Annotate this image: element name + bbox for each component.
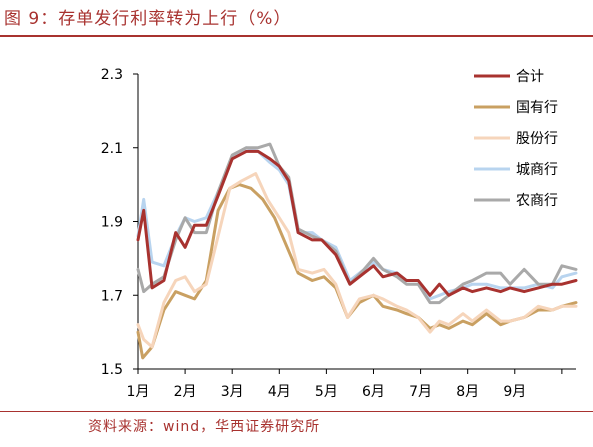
legend-label-0: 合计	[516, 69, 544, 85]
y-tick-label: 2.1	[101, 141, 123, 157]
x-tick-label: 5月	[315, 384, 338, 400]
series-line-0	[136, 149, 578, 297]
x-tick-label: 8月	[456, 384, 479, 400]
x-tick-label: 2月	[174, 384, 197, 400]
y-tick-label: 1.7	[101, 288, 123, 304]
legend-label-4: 农商行	[516, 193, 558, 209]
legend-label-2: 股份行	[516, 131, 558, 147]
series-line-1	[136, 183, 578, 360]
x-tick-label: 3月	[221, 384, 244, 400]
x-tick-label: 6月	[362, 384, 385, 400]
line-chart: 1.5 1.7 1.9 2.1 2.3 1月 2月 3月 4月 5月 6月 7月 8月 9月 合计国有行股份…	[101, 67, 578, 400]
x-tick-label: 4月	[268, 384, 291, 400]
x-tick-label: 1月	[127, 384, 150, 400]
title-divider	[0, 35, 593, 37]
x-tick-label: 7月	[409, 384, 432, 400]
chart-title: 图 9：存单发行利率转为上行（%）	[4, 9, 292, 29]
y-tick-label: 1.9	[101, 215, 123, 231]
legend-label-3: 城商行	[516, 162, 558, 178]
legend-label-1: 国有行	[516, 100, 558, 116]
y-tick-label: 1.5	[101, 362, 123, 378]
source-divider	[0, 411, 593, 412]
source-note: 资料来源：wind，华西证券研究所	[88, 419, 321, 435]
x-tick-label: 9月	[503, 384, 526, 400]
series-line-2	[136, 172, 578, 349]
y-tick-label: 2.3	[101, 67, 123, 83]
